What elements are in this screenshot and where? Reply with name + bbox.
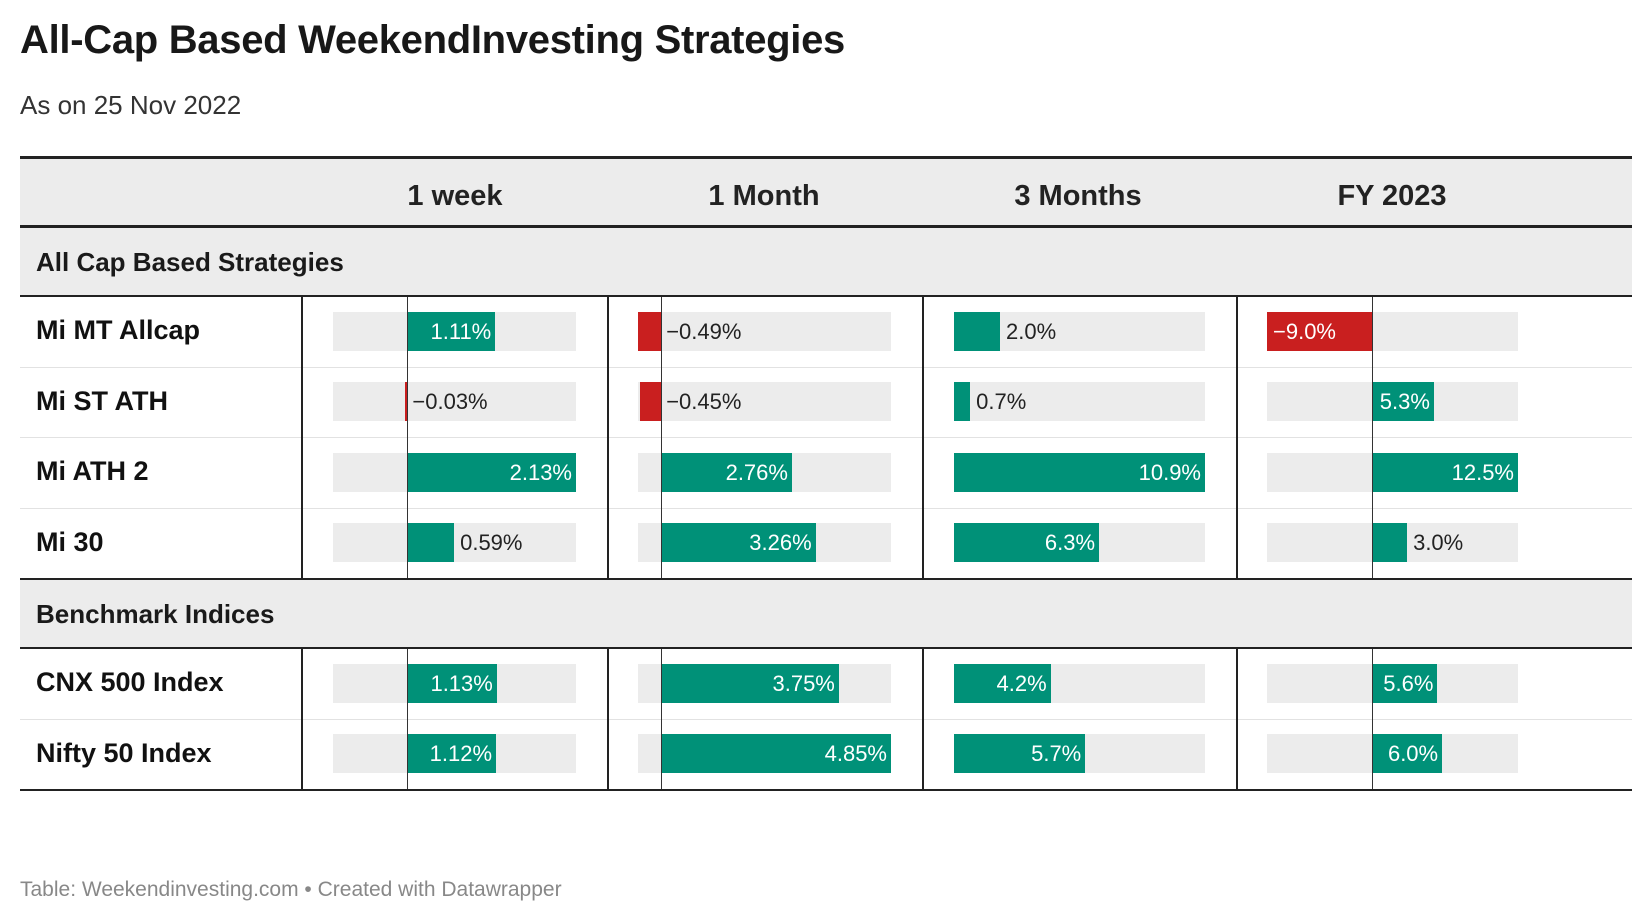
bar-negative — [1267, 311, 1373, 351]
value-label: 0.7% — [976, 389, 1027, 415]
value-label: 2.76% — [725, 459, 788, 485]
group-bottom-rule — [20, 578, 1632, 580]
bar-negative — [639, 382, 662, 422]
row-divider — [20, 718, 1632, 720]
bar-positive — [1372, 452, 1518, 492]
bar-positive — [954, 663, 1051, 703]
bar-track — [638, 382, 891, 422]
header-bottom-rule — [20, 225, 1632, 228]
group-rule — [20, 647, 1632, 649]
value-label: 3.0% — [1413, 530, 1464, 556]
bar-positive — [1372, 523, 1408, 563]
value-label: −0.03% — [412, 389, 488, 415]
column-separator — [922, 297, 924, 578]
column-separator — [301, 297, 303, 578]
zero-line — [407, 297, 408, 578]
value-label: 2.0% — [1006, 318, 1057, 344]
bar-positive — [407, 452, 576, 492]
group-bottom-rule — [20, 789, 1632, 791]
row-label: Mi ATH 2 — [36, 456, 149, 487]
value-label: 3.26% — [749, 530, 812, 556]
bar-positive — [954, 311, 1001, 351]
group-label: Benchmark Indices — [36, 599, 275, 629]
value-label: 12.5% — [1451, 459, 1514, 485]
bar-positive — [954, 452, 1205, 492]
value-label: 1.11% — [430, 318, 492, 344]
column-separator — [1236, 297, 1238, 578]
value-label: −0.45% — [666, 389, 742, 415]
bar-track — [638, 311, 891, 351]
row-divider — [20, 507, 1632, 509]
bar-negative — [638, 311, 662, 351]
column-header-2: 3 Months — [1014, 180, 1142, 212]
column-separator — [607, 297, 609, 578]
value-label: 4.2% — [996, 670, 1047, 696]
bar-positive — [954, 382, 971, 422]
group-header-band — [20, 580, 1632, 648]
chart-title: All-Cap Based WeekendInvesting Strategie… — [20, 18, 845, 62]
bar-positive — [954, 734, 1086, 774]
source-footer: Table: Weekendinvesting.com • Created wi… — [20, 878, 562, 901]
bar-track — [954, 382, 1205, 422]
column-separator — [922, 649, 924, 789]
bar-positive — [661, 523, 816, 563]
header-background — [20, 159, 1632, 225]
zero-line — [661, 297, 662, 578]
row-divider — [20, 437, 1632, 438]
row-label: Mi MT Allcap — [36, 315, 201, 346]
column-separator — [1236, 649, 1238, 789]
group-label: All Cap Based Strategies — [36, 247, 344, 277]
zero-line — [407, 649, 408, 789]
bar-negative — [405, 382, 408, 422]
row-label: Nifty 50 Index — [36, 737, 212, 768]
value-label: 10.9% — [1138, 459, 1201, 485]
bar-track — [333, 382, 576, 422]
zero-line — [661, 649, 662, 789]
bar-positive — [661, 663, 839, 703]
value-label: −0.49% — [666, 318, 742, 344]
row-label: Mi ST ATH — [36, 385, 168, 416]
bar-positive — [407, 311, 496, 351]
group-header-band — [20, 228, 1632, 296]
value-label: 5.7% — [1031, 741, 1082, 767]
bar-positive — [954, 523, 1100, 563]
bar-track — [333, 523, 576, 563]
header-top-rule — [20, 156, 1632, 159]
bar-positive — [407, 663, 497, 703]
row-label: Mi 30 — [36, 526, 104, 557]
bar-positive — [1372, 734, 1443, 774]
bar-positive — [407, 523, 455, 563]
column-header-1: 1 Month — [708, 180, 820, 212]
column-separator — [301, 649, 303, 789]
value-label: 4.85% — [824, 741, 887, 767]
bar-positive — [1372, 382, 1434, 422]
value-label: 5.3% — [1379, 389, 1430, 415]
column-header-3: FY 2023 — [1337, 180, 1447, 212]
value-label: 6.0% — [1387, 741, 1439, 767]
chart-subtitle: As on 25 Nov 2022 — [20, 90, 242, 120]
column-header-0: 1 week — [407, 180, 503, 212]
value-label: 6.3% — [1044, 530, 1096, 556]
group-rule — [20, 295, 1632, 297]
bar-positive — [1372, 663, 1438, 703]
zero-line — [1372, 649, 1373, 789]
value-label: 2.13% — [509, 459, 572, 485]
column-separator — [607, 649, 609, 789]
bar-positive — [407, 734, 497, 774]
value-label: 1.13% — [430, 670, 493, 696]
row-label: CNX 500 Index — [36, 667, 224, 698]
value-label: 0.59% — [460, 530, 523, 556]
row-divider — [20, 366, 1632, 368]
zero-line — [1372, 297, 1373, 578]
value-label: 1.12% — [429, 741, 493, 767]
bar-positive — [661, 452, 792, 492]
value-label: 3.75% — [772, 670, 835, 696]
bar-positive — [661, 734, 891, 774]
value-label: 5.6% — [1383, 670, 1434, 696]
value-label: −9.0% — [1273, 318, 1336, 344]
